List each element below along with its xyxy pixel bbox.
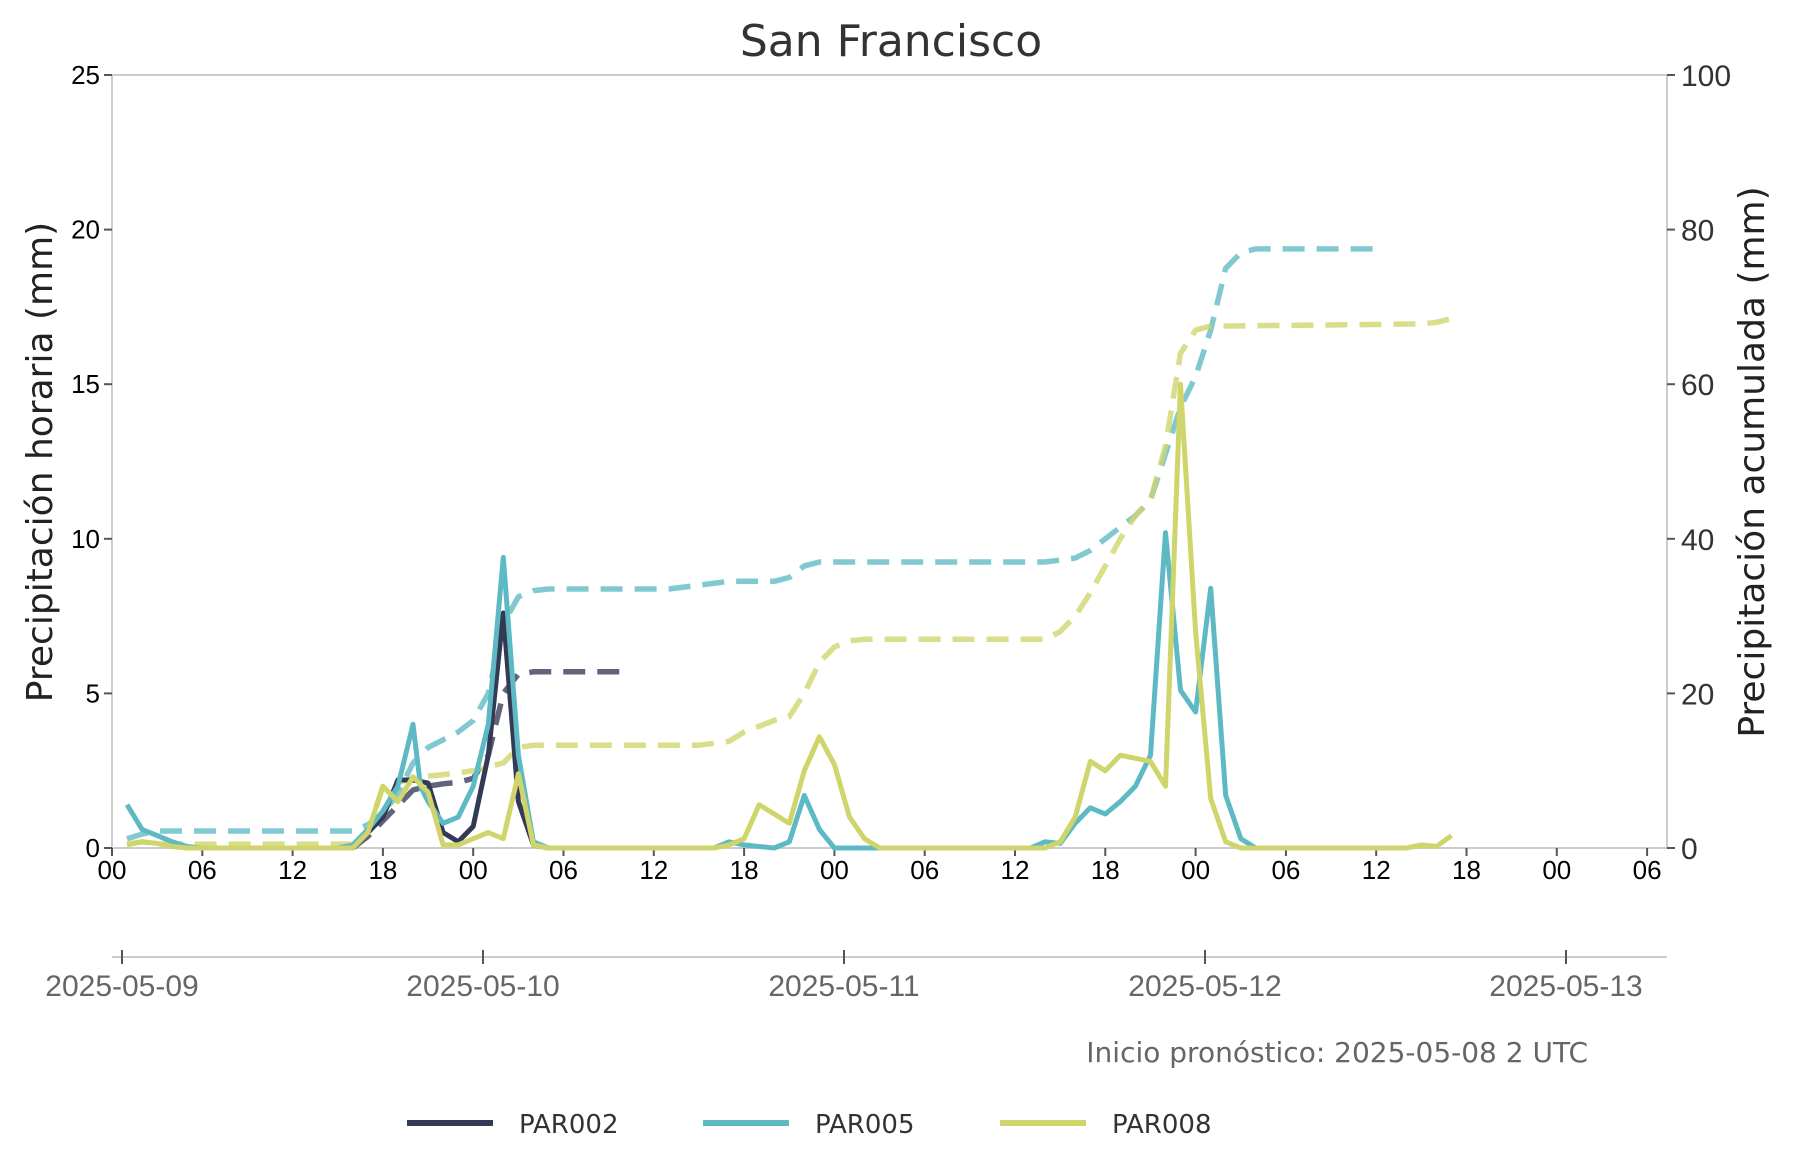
left-y-axis-label: Precipitación horaria (mm) (20, 222, 61, 702)
hour-x-ticks: 00 06 12 18 00 06 12 18 00 06 12 18 00 06 12 18 00 06 (98, 848, 1662, 885)
right-y-tick-label-80: 80 (1681, 215, 1714, 248)
hour-tick-label-6: 06 (188, 855, 217, 885)
legend-label-PAR002: PAR002 (519, 1110, 619, 1140)
hour-tick-label-42: 18 (730, 855, 759, 885)
right-y-tick-label-0: 0 (1681, 833, 1698, 866)
left-y-tick-label-0: 0 (86, 833, 100, 863)
hour-tick-label-60: 12 (1001, 855, 1030, 885)
hour-tick-label-18: 18 (368, 855, 397, 885)
date-tick-label-2025-05-11: 2025-05-11 (768, 970, 919, 1003)
date-tick-label-2025-05-13: 2025-05-13 (1489, 970, 1642, 1003)
right-y-tick-label-20: 20 (1681, 678, 1714, 711)
hour-tick-label-90: 18 (1452, 855, 1481, 885)
hour-tick-label-48: 00 (820, 855, 849, 885)
left-y-tick-label-20: 20 (71, 215, 100, 245)
date-tick-label-2025-05-12: 2025-05-12 (1128, 970, 1281, 1003)
legend: PAR002 PAR005 PAR008 (407, 1110, 1212, 1140)
left-y-tick-label-10: 10 (71, 524, 100, 554)
hour-tick-label-24: 00 (459, 855, 488, 885)
date-axis: 2025-05-09 2025-05-10 2025-05-11 2025-05-12… (45, 950, 1667, 1003)
hour-tick-label-84: 12 (1362, 855, 1391, 885)
hour-tick-label-96: 00 (1542, 855, 1571, 885)
accum-line-PAR008 (126, 315, 1453, 847)
hour-tick-label-72: 00 (1181, 855, 1210, 885)
date-tick-label-2025-05-10: 2025-05-10 (406, 970, 559, 1003)
right-y-axis-label: Precipitación acumulada (mm) (1732, 186, 1773, 737)
legend-label-PAR008: PAR008 (1112, 1110, 1212, 1140)
right-y-tick-label-60: 60 (1681, 369, 1714, 402)
hourly-line-PAR008 (126, 381, 1453, 851)
hour-tick-label-12: 12 (278, 855, 307, 885)
plot-area (111, 74, 1668, 849)
hour-tick-label-66: 18 (1091, 855, 1120, 885)
hour-tick-label-36: 12 (639, 855, 668, 885)
right-y-tick-label-100: 100 (1681, 60, 1731, 93)
left-y-ticks: 0 5 10 15 20 25 (71, 60, 112, 863)
hour-tick-label-102: 06 (1633, 855, 1662, 885)
forecast-start-note: Inicio pronóstico: 2025-05-08 2 UTC (1086, 1036, 1588, 1069)
right-y-tick-label-40: 40 (1681, 524, 1714, 557)
hour-tick-label-30: 06 (549, 855, 578, 885)
chart-title: San Francisco (740, 16, 1042, 67)
left-y-tick-label-25: 25 (71, 60, 100, 90)
left-y-tick-label-5: 5 (86, 678, 100, 708)
right-y-ticks: 0 20 40 60 80 100 (1667, 60, 1731, 866)
series-layer (124, 246, 1453, 851)
hour-tick-label-54: 06 (910, 855, 939, 885)
date-tick-label-2025-05-09: 2025-05-09 (45, 970, 198, 1003)
hour-tick-label-0: 00 (98, 855, 127, 885)
hour-tick-label-78: 06 (1271, 855, 1300, 885)
legend-label-PAR005: PAR005 (815, 1110, 915, 1140)
accum-line-PAR002 (351, 669, 624, 851)
left-y-tick-label-15: 15 (71, 369, 100, 399)
